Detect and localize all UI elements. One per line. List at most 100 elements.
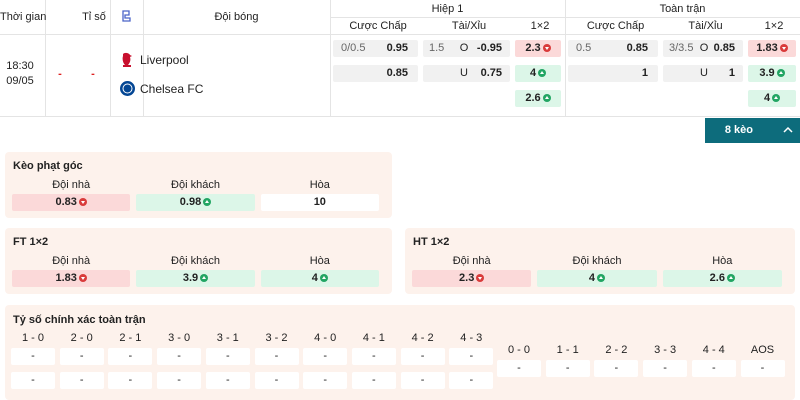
- handicap-value: 0.85: [626, 42, 648, 54]
- odds-text: 0.98: [179, 196, 202, 208]
- odds-value: 10: [261, 194, 379, 211]
- score-odds: -: [545, 360, 590, 377]
- odds-cell: 3.9: [136, 270, 255, 287]
- score-odds: -: [740, 360, 785, 377]
- odds-value: 3.9: [136, 270, 254, 287]
- total-side: U: [700, 67, 708, 79]
- total-value: 0.75: [480, 67, 502, 79]
- more-button[interactable]: 8 kèo: [705, 118, 800, 143]
- chelsea-logo: [120, 81, 135, 96]
- score-label: 3 - 3: [654, 344, 677, 356]
- chevron: [783, 126, 793, 133]
- divider: [0, 34, 800, 35]
- panel-title: FT 1×2: [13, 236, 49, 248]
- score-odds: -: [108, 348, 153, 365]
- odds-value: 2.3: [412, 270, 531, 287]
- score-odds: -: [449, 372, 494, 389]
- panel-label: Đội nhà: [452, 255, 491, 267]
- trend-icon: [203, 198, 212, 206]
- col-header: Cược Chấp: [586, 20, 645, 32]
- odds-value: 0.98: [136, 194, 254, 211]
- score-label: 3 - 0: [168, 332, 191, 344]
- match-date: 09/05: [6, 75, 34, 87]
- score-odds: -: [11, 372, 55, 389]
- score-odds: -: [449, 348, 494, 365]
- handicap-value: 0.85: [386, 67, 408, 79]
- odds-cell: 10: [260, 194, 379, 211]
- score-odds: -: [594, 360, 639, 377]
- trend-icon: [776, 69, 785, 77]
- total-side: U: [460, 67, 468, 79]
- panel-title: Tỷ số chính xác toàn trận: [13, 314, 146, 326]
- odds-text: 2.3: [525, 42, 541, 54]
- header-full: Toàn trận: [659, 3, 706, 15]
- total-cell: 3/3.5 O 0.85: [663, 40, 743, 57]
- odds-value: 2.3: [515, 40, 561, 57]
- handicap-value: 0.95: [386, 42, 408, 54]
- odds-cell: 4: [537, 270, 657, 287]
- total-side: O: [459, 42, 469, 54]
- score-odds: -: [108, 372, 153, 389]
- trend-icon: [542, 94, 551, 102]
- header-score: Tỉ số: [82, 11, 106, 23]
- odds-text: 2.3: [459, 272, 475, 284]
- odds-value: 4: [748, 90, 796, 107]
- score-odds: -: [157, 372, 202, 389]
- odds-cell: 1.83: [748, 40, 796, 57]
- odds-text: 3.9: [182, 272, 199, 284]
- col-header: 1×2: [764, 20, 784, 32]
- score-odds: -: [205, 372, 250, 389]
- score-label: 4 - 2: [411, 332, 434, 344]
- score-odds: -: [691, 360, 736, 377]
- trend-icon: [779, 44, 788, 52]
- home-team: Liverpool: [140, 53, 189, 67]
- panel-label: Đội nhà: [52, 255, 91, 267]
- score-odds: -: [303, 372, 348, 389]
- odds-cell: 0.98: [136, 194, 255, 211]
- score-odds: -: [254, 372, 299, 389]
- score-odds: -: [643, 360, 688, 377]
- header-half: Hiệp 1: [431, 3, 464, 15]
- handicap-line: 0.5: [576, 42, 592, 54]
- handicap-cell: 0/0.5 0.95: [333, 40, 418, 57]
- divider: [0, 116, 800, 117]
- odds-cell: 4: [515, 65, 561, 82]
- handicap-cell: 0.85: [333, 65, 418, 82]
- total-cell: 1.5 O -0.95: [423, 40, 510, 57]
- panel-label: Đội khách: [171, 255, 220, 267]
- odds-panel: FT 1×2 Đội nhà Đội khách Hòa 1.83 3.9 4: [5, 228, 392, 294]
- divider: [565, 0, 566, 116]
- score-odds: -: [497, 360, 541, 377]
- trend-icon: [319, 274, 328, 282]
- total-side: O: [699, 42, 709, 54]
- panel-label: Đội khách: [171, 179, 220, 191]
- score-odds: -: [400, 372, 445, 389]
- trend-icon: [78, 274, 87, 282]
- divider: [330, 0, 331, 116]
- score-label: 3 - 2: [265, 332, 288, 344]
- panel-label: Đội nhà: [52, 179, 91, 191]
- divider: [45, 0, 46, 116]
- score-odds: -: [157, 348, 202, 365]
- score-odds: -: [400, 348, 445, 365]
- odds-text: 0.83: [55, 196, 77, 208]
- total-line: 1.5: [429, 42, 445, 54]
- score-away: -: [91, 68, 95, 80]
- score-label: 4 - 4: [702, 344, 725, 356]
- trend-icon: [772, 94, 781, 102]
- odds-value: 4: [261, 270, 379, 287]
- odds-cell: 2.3: [412, 270, 532, 287]
- stats-icon: [122, 10, 131, 22]
- more-label: 8 kèo: [724, 124, 753, 136]
- odds-cell: 4: [748, 90, 796, 107]
- odds-cell: 2.3: [515, 40, 561, 57]
- score-odds: -: [254, 348, 299, 365]
- col-header: Cược Chấp: [349, 20, 407, 32]
- odds-text: 3.9: [759, 67, 775, 79]
- divider: [330, 17, 800, 18]
- panel-label: Đội khách: [572, 255, 622, 267]
- total-value: 1: [728, 67, 735, 79]
- score-home: -: [58, 68, 62, 80]
- odds-panel: HT 1×2 Đội nhà Đội khách Hòa 2.3 4 2.6: [405, 228, 795, 294]
